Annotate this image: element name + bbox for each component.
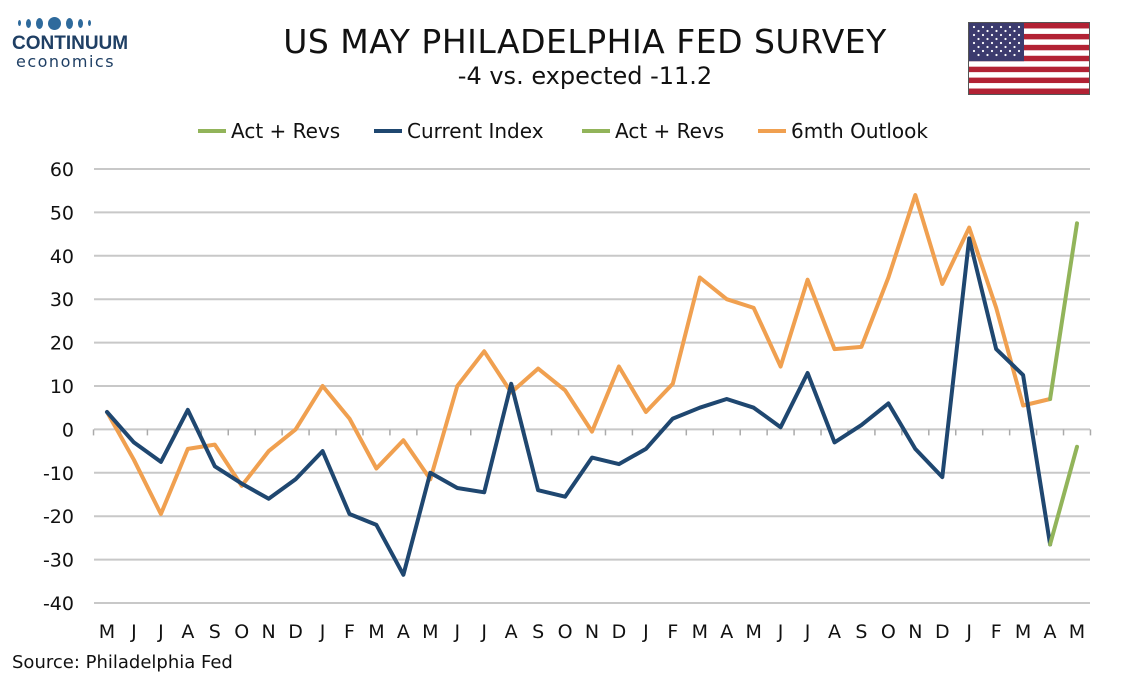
- series-line-act-revs: [1048, 221, 1079, 401]
- x-tick-label: A: [397, 621, 410, 643]
- y-tick-label: 40: [50, 246, 74, 268]
- x-tick-label: O: [881, 621, 896, 643]
- x-tick-label: F: [667, 621, 678, 643]
- x-tick-label: N: [262, 621, 276, 643]
- chart-legend: Act + Revs Current Index Act + Revs 6mth Ou…: [198, 119, 928, 143]
- x-tick-label: M: [692, 621, 708, 643]
- source-note: Source: Philadelphia Fed: [12, 652, 233, 673]
- us-flag-icon: [968, 22, 1090, 95]
- series-line-6mth-outlook: [105, 193, 1053, 516]
- legend-label: Act + Revs: [615, 119, 724, 143]
- x-tick-label: A: [181, 621, 194, 643]
- x-tick-label: J: [319, 621, 326, 643]
- y-axis-labels: 60 50 40 30 20 10 0 -10 -20 -30 -40: [43, 159, 74, 615]
- series-line-current-index: [105, 236, 1053, 577]
- x-tick-label: J: [130, 621, 137, 643]
- x-tick-label: F: [344, 621, 355, 643]
- x-tick-label: S: [855, 621, 867, 643]
- x-tick-label: M: [422, 621, 438, 643]
- legend-label: Current Index: [407, 119, 544, 143]
- x-tick-label: J: [480, 621, 487, 643]
- x-tick-label: A: [1044, 621, 1057, 643]
- x-tick-label: D: [935, 621, 950, 643]
- x-tick-label: O: [234, 621, 249, 643]
- grid-lines: [92, 168, 1092, 604]
- chart-series: [105, 193, 1079, 577]
- x-tick-label: J: [642, 621, 649, 643]
- legend-label: Act + Revs: [231, 119, 340, 143]
- y-tick-label: -10: [43, 463, 74, 485]
- y-tick-label: 20: [50, 333, 74, 355]
- y-tick-label: -20: [43, 506, 74, 528]
- x-tick-label: J: [804, 621, 811, 643]
- chart-title: US MAY PHILADELPHIA FED SURVEY: [283, 22, 887, 61]
- x-tick-label: S: [209, 621, 221, 643]
- x-tick-label: M: [99, 621, 115, 643]
- x-tick-label: J: [157, 621, 164, 643]
- x-tick-label: O: [558, 621, 573, 643]
- x-tick-label: S: [532, 621, 544, 643]
- y-tick-label: -30: [43, 550, 74, 572]
- y-tick-label: 30: [50, 289, 74, 311]
- logo-name: CONTINUUM: [12, 33, 129, 54]
- logo-dots-icon: [18, 14, 137, 32]
- y-tick-label: -40: [43, 593, 74, 615]
- y-tick-label: 10: [50, 376, 74, 398]
- x-tick-label: M: [1069, 621, 1085, 643]
- series-line-act-revs: [1048, 444, 1079, 547]
- x-tick-label: J: [965, 621, 972, 643]
- x-tick-label: D: [612, 621, 627, 643]
- x-tick-label: J: [777, 621, 784, 643]
- y-tick-label: 50: [50, 202, 74, 224]
- x-tick-label: J: [453, 621, 460, 643]
- logo-subtitle: economics: [16, 52, 116, 71]
- x-tick-label: A: [505, 621, 518, 643]
- x-tick-label: N: [908, 621, 922, 643]
- continuum-economics-logo: CONTINUUM economics: [12, 14, 137, 70]
- x-tick-label: F: [991, 621, 1002, 643]
- x-tick-label: M: [745, 621, 761, 643]
- x-tick-label: A: [720, 621, 733, 643]
- x-tick-label: A: [828, 621, 841, 643]
- x-tick-label: N: [585, 621, 599, 643]
- chart-subtitle: -4 vs. expected -11.2: [457, 62, 713, 90]
- y-tick-label: 0: [62, 419, 74, 441]
- x-tick-label: M: [368, 621, 384, 643]
- x-tick-label: D: [288, 621, 303, 643]
- legend-label: 6mth Outlook: [791, 119, 928, 143]
- x-tick-label: M: [1015, 621, 1031, 643]
- y-tick-label: 60: [50, 159, 74, 181]
